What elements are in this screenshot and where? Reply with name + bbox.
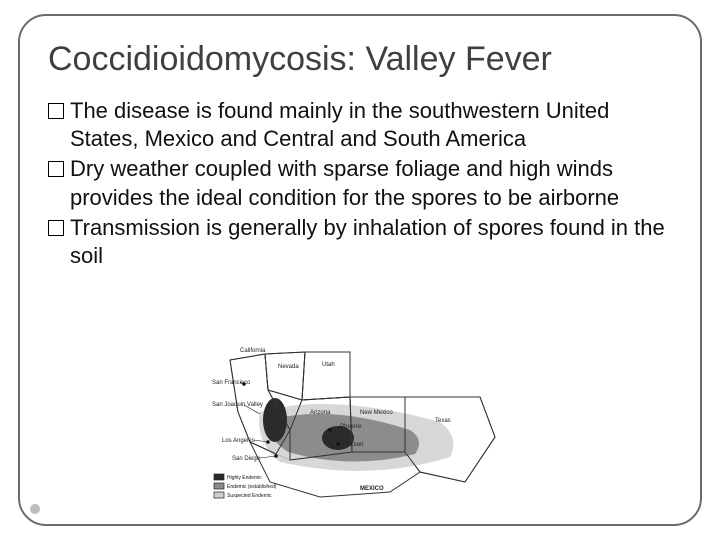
label-texas: Texas [435, 418, 451, 424]
bullet-list: The disease is found mainly in the south… [48, 97, 672, 270]
label-mexico: MEXICO [360, 486, 384, 492]
bullet-item: The disease is found mainly in the south… [48, 97, 672, 153]
label-sf: San Francisco [212, 380, 251, 386]
bullet-item: Dry weather coupled with sparse foliage … [48, 155, 672, 211]
label-california: California [240, 348, 266, 354]
slide: Coccidioidomycosis: Valley Fever The dis… [0, 0, 720, 540]
label-la: Los Angeles [222, 438, 255, 444]
endemic-map-svg: California Nevada Utah Arizona New Mexic… [210, 342, 510, 502]
footer-dot-icon [30, 504, 40, 514]
legend-endemic: Endemic (established) [227, 484, 277, 490]
label-phoenix: Phoenix [340, 424, 362, 430]
legend-highly: Highly Endemic [227, 475, 262, 481]
slide-frame: Coccidioidomycosis: Valley Fever The dis… [18, 14, 702, 526]
label-sd: San Diego [232, 456, 261, 462]
label-tucson: Tucson [344, 442, 363, 448]
highly-endemic-sjv [263, 398, 287, 442]
label-nevada: Nevada [278, 364, 299, 370]
slide-title: Coccidioidomycosis: Valley Fever [48, 40, 672, 79]
map-figure: California Nevada Utah Arizona New Mexic… [210, 342, 510, 502]
label-newmexico: New Mexico [360, 410, 393, 416]
label-utah: Utah [322, 362, 335, 368]
bullet-item: Transmission is generally by inhalation … [48, 214, 672, 270]
legend-suspected: Suspected Endemic [227, 493, 272, 499]
label-arizona: Arizona [310, 410, 331, 416]
label-sjv: San Joaquin Valley [212, 402, 263, 408]
